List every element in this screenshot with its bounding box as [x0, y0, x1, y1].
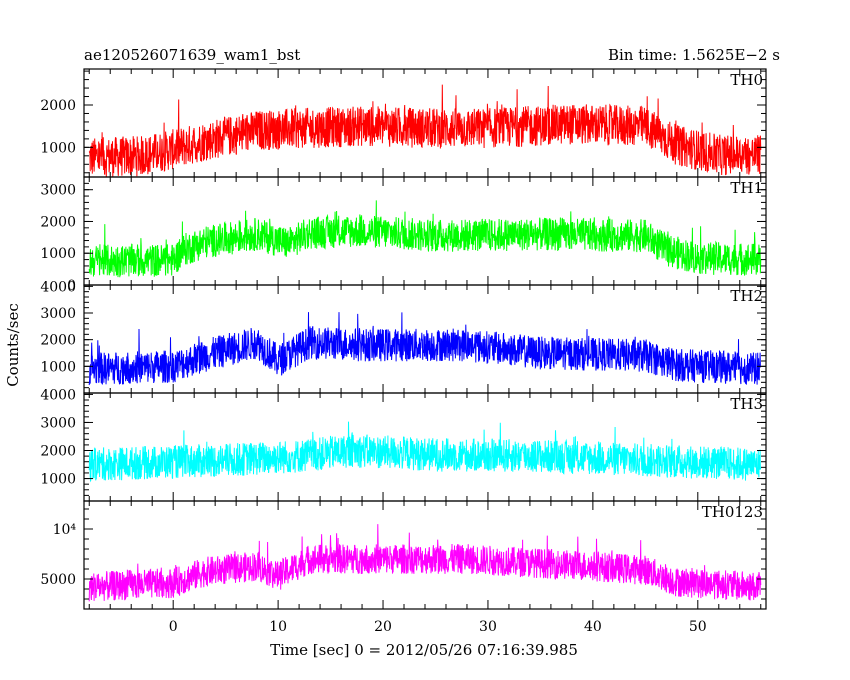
x-axis-label: Time [sec] 0 = 2012/05/26 07:16:39.985: [270, 641, 578, 659]
y-tick-label: 1000: [40, 472, 76, 488]
panel-th0: TH0 1000 2000: [40, 68, 767, 178]
y-tick-label: 2000: [40, 333, 76, 349]
panel-label: TH0: [730, 71, 763, 89]
y-tick-label: 1000: [40, 140, 76, 156]
y-tick-label: 4000: [40, 279, 76, 295]
y-tick-label: 5000: [40, 572, 76, 588]
series-line-th3: [88, 421, 762, 483]
y-tick-label: 2000: [40, 214, 76, 230]
y-tick-label: 3000: [40, 415, 76, 431]
x-tick-label: 20: [374, 619, 392, 635]
panel-label: TH2: [730, 287, 763, 305]
y-tick-label: 1000: [40, 246, 76, 262]
x-tick-label: 10: [269, 619, 287, 635]
y-tick-label: 4000: [40, 387, 76, 403]
y-tick-label: 0: [67, 278, 76, 294]
y-tick-label: 1000: [40, 359, 76, 375]
series-line-th0123: [88, 524, 762, 602]
series-line-th0: [88, 84, 762, 178]
panels-group: TH0 1000 2000 TH1 0 1000 2000 3000 TH2 1000 2000 30…: [40, 68, 767, 635]
x-tick-label: 50: [689, 619, 707, 635]
panel-label: TH3: [730, 395, 763, 413]
bin-time-label: Bin time: 1.5625E−2 s: [608, 46, 780, 64]
panel-th1: TH1 0 1000 2000 3000: [40, 176, 767, 294]
series-line-th1: [88, 200, 762, 278]
panel-th3: TH3 1000 2000 3000 4000: [40, 387, 767, 502]
panel-label: TH1: [730, 179, 763, 197]
panel-th0123: TH0123 5000 10⁴: [40, 500, 767, 610]
x-tick-label: 30: [479, 619, 497, 635]
y-tick-label: 2000: [40, 98, 76, 114]
y-tick-label: 3000: [40, 306, 76, 322]
chart-title: ae120526071639_wam1_bst: [84, 46, 300, 64]
panel-label: TH0123: [702, 503, 763, 521]
y-tick-label: 2000: [40, 444, 76, 460]
y-tick-label: 3000: [40, 183, 76, 199]
y-tick-label: 10⁴: [53, 522, 77, 538]
y-axis-label: Counts/sec: [4, 303, 22, 387]
panel-th2: TH2 1000 2000 3000 4000: [40, 279, 767, 394]
series-line-th2: [88, 312, 762, 386]
x-tick-label: 40: [584, 619, 602, 635]
x-tick-label: 0: [169, 619, 178, 635]
